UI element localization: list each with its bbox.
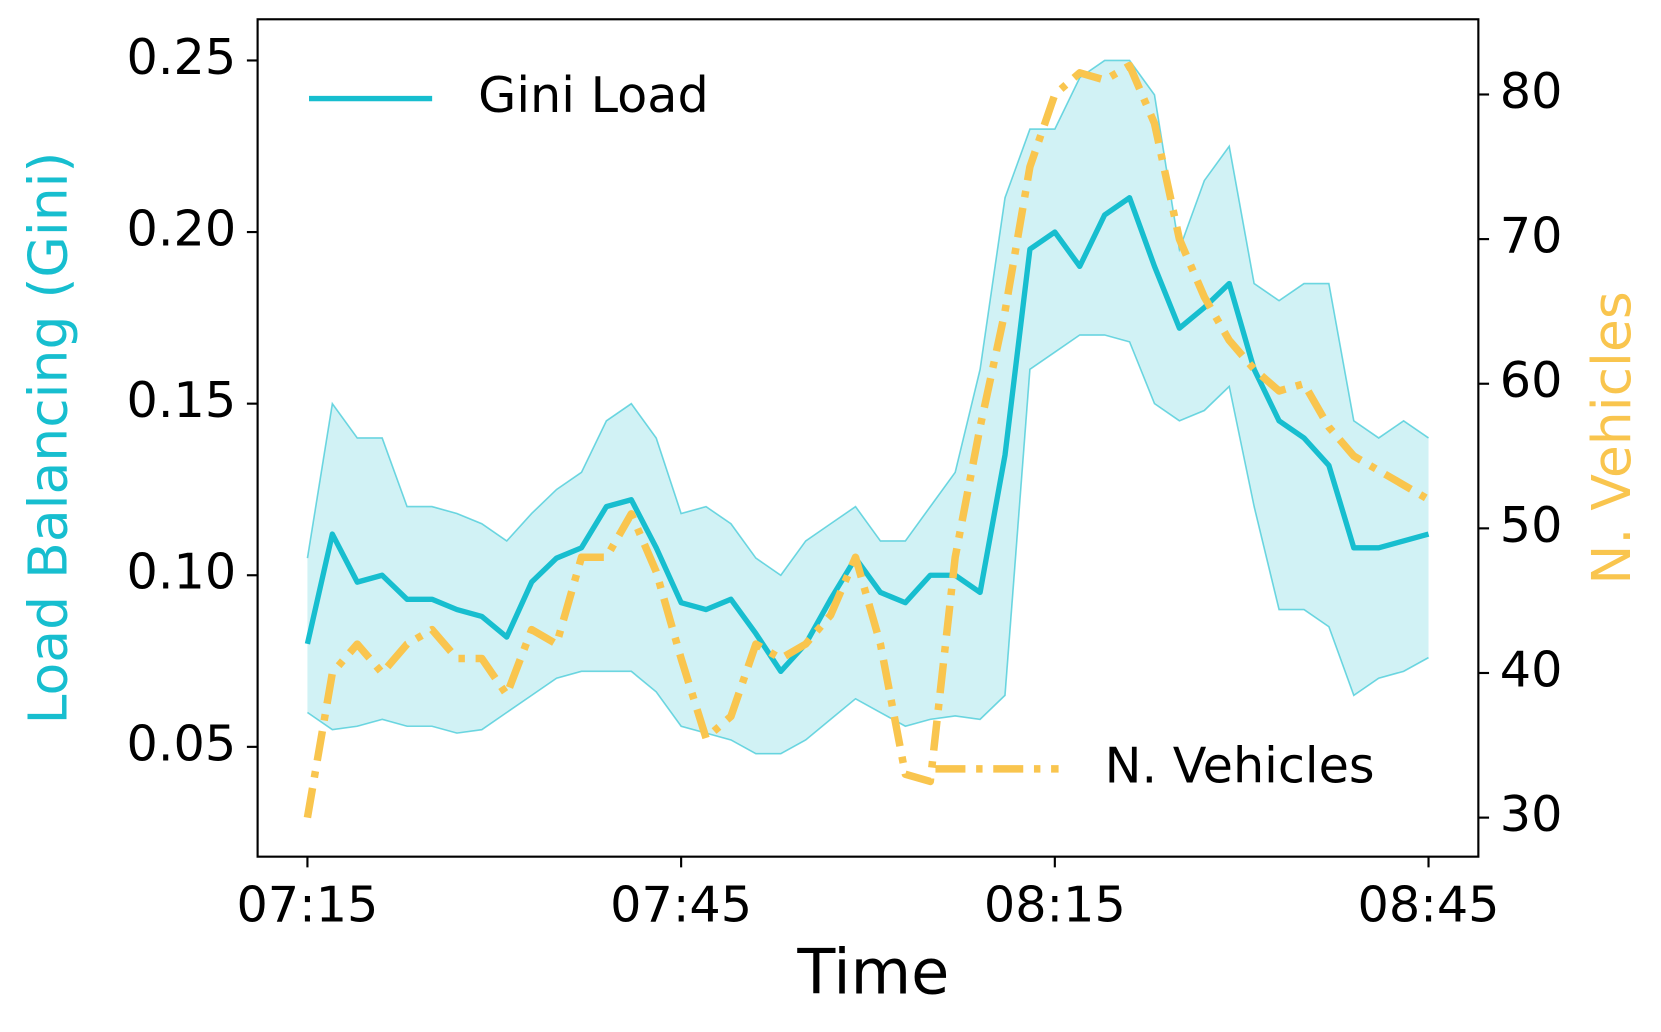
x-tick-label: 07:15 (236, 876, 378, 934)
y-tick-label: 0.15 (127, 371, 237, 429)
y-tick-label: 0.20 (127, 200, 237, 258)
band-lower-edge (306, 334, 1429, 755)
series-line (304, 195, 1430, 675)
band-upper-edge (306, 59, 1429, 577)
legend-label: N. Vehicles (1105, 736, 1375, 794)
x-tick-label: 07:45 (610, 876, 752, 934)
confidence-band (307, 60, 1429, 754)
y-tick-label: 0.10 (127, 543, 237, 601)
y2-tick-label: 30 (1500, 785, 1563, 843)
x-tick-label: 08:15 (984, 876, 1126, 934)
y2-tick-label: 50 (1500, 496, 1563, 554)
y2-axis-label: N. Vehicles (1580, 291, 1643, 584)
plot-frame (256, 18, 1480, 858)
y-tick-label: 0.25 (127, 28, 237, 86)
y-tick-label: 0.05 (127, 714, 237, 772)
y2-tick-label: 70 (1500, 207, 1563, 265)
y-axis-label: Load Balancing (Gini) (17, 152, 80, 725)
series-line (303, 61, 1431, 819)
x-axis-label: Time (796, 936, 949, 1009)
y2-tick-label: 60 (1500, 351, 1563, 409)
legend-label: Gini Load (478, 66, 709, 124)
x-tick-label: 08:45 (1358, 876, 1500, 934)
y2-tick-label: 80 (1500, 62, 1563, 120)
y2-tick-label: 40 (1500, 640, 1563, 698)
